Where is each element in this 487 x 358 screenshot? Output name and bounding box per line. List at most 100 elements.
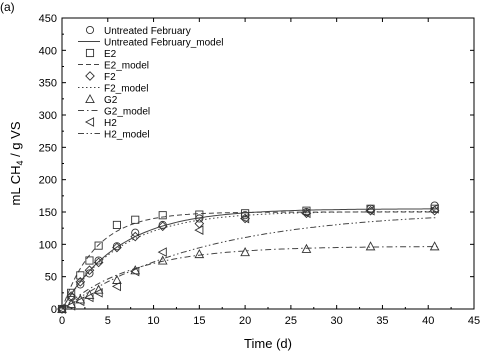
data-point (240, 213, 250, 224)
data-point (93, 287, 103, 298)
data-point (240, 247, 250, 257)
legend-marker (85, 48, 95, 58)
y-tick-label: 50 (45, 272, 57, 284)
legend-entry: E2 (85, 48, 117, 60)
x-tick-label: 30 (331, 315, 343, 327)
x-tick-label: 45 (468, 315, 480, 327)
panel-label: (a) (0, 0, 15, 14)
data-point (84, 289, 95, 299)
legend-label: H2 (104, 118, 117, 129)
y-tick-label: 150 (39, 207, 57, 219)
data-point (111, 281, 121, 292)
y-tick-label: 0 (51, 304, 57, 316)
data-point (301, 208, 311, 219)
legend-label: F2_model (104, 84, 148, 95)
legend-marker (85, 25, 95, 35)
legend-label: G2_model (104, 107, 150, 118)
legend-label: Untreated February_model (104, 38, 224, 49)
data-point (429, 203, 439, 214)
x-tick-label: 20 (239, 315, 251, 327)
model-curve (61, 211, 438, 310)
data-point (301, 208, 312, 219)
legend-entry: H2 (84, 117, 117, 129)
legend-marker (84, 117, 95, 127)
legend-entry: G2 (85, 93, 118, 106)
data-point (93, 257, 104, 268)
data-point (85, 269, 94, 278)
model-curve (61, 246, 438, 310)
x-tick-label: 35 (376, 315, 388, 327)
data-point (194, 248, 205, 259)
data-point (112, 242, 122, 253)
data-point (112, 274, 122, 284)
legend-marker (85, 71, 95, 81)
data-point (301, 243, 312, 253)
data-point (365, 241, 376, 251)
y-tick-label: 400 (39, 45, 57, 57)
y-tick-label: 250 (39, 142, 57, 154)
y-axis-label: mL CH4 / g VS (8, 121, 25, 205)
plot-area (56, 201, 440, 314)
legend-label: E2_model (104, 61, 149, 72)
data-point (429, 241, 440, 251)
data-point (67, 293, 76, 302)
data-point (84, 265, 95, 276)
x-tick-label: 5 (105, 315, 111, 327)
data-point (84, 292, 94, 303)
model-curve (61, 211, 438, 310)
data-point (365, 205, 376, 216)
data-point (131, 215, 140, 224)
data-point (365, 205, 375, 216)
axes: 0 5 10 15 20 25 30 35 40 450501001502002503003504… (39, 13, 480, 327)
legend-entry: Untreated February (85, 25, 191, 37)
data-point (158, 211, 167, 220)
data-point (75, 296, 85, 307)
x-tick-label: 0 (59, 315, 65, 327)
legend-label: F2 (104, 72, 116, 83)
data-point (67, 288, 76, 297)
data-point (157, 255, 168, 265)
legend-label: Untreated February (104, 26, 191, 37)
data-point (76, 280, 85, 289)
data-point (157, 247, 167, 257)
data-point (75, 294, 86, 304)
data-point (194, 225, 204, 235)
data-point (130, 266, 140, 277)
data-point (130, 231, 141, 242)
series-g2 (57, 241, 440, 314)
data-point (240, 213, 250, 224)
data-point (66, 300, 76, 311)
y-axis-label-tail: / g VS (8, 121, 23, 160)
y-tick-label: 100 (39, 239, 57, 251)
data-point (241, 209, 250, 218)
data-point (56, 304, 67, 314)
y-axis-label-main: mL CH (8, 166, 23, 206)
x-tick-label: 15 (193, 315, 205, 327)
y-tick-label: 450 (39, 13, 57, 25)
x-tick-label: 10 (147, 315, 159, 327)
legend-label: H2_model (104, 130, 150, 141)
x-axis-label: Time (d) (244, 336, 292, 351)
y-axis-label-subscript: 4 (15, 161, 25, 166)
model-curve (61, 217, 438, 310)
legend-label: G2 (104, 95, 118, 106)
legend-entry-model: H2_model (78, 130, 150, 141)
data-point (195, 210, 204, 219)
y-tick-label: 350 (39, 78, 57, 90)
data-point (57, 303, 67, 314)
data-point (75, 277, 86, 287)
legend-entry-model: F2_model (78, 84, 148, 95)
series-f2 (57, 205, 440, 314)
legend-marker (85, 93, 95, 104)
data-point (131, 228, 140, 237)
legend-entry-model: E2_model (78, 61, 149, 72)
data-point (157, 221, 168, 232)
y-tick-label: 300 (39, 110, 57, 122)
y-tick-label: 200 (39, 175, 57, 187)
data-point (85, 256, 94, 265)
x-tick-label: 25 (285, 315, 297, 327)
legend-entry-model: Untreated February_model (78, 38, 224, 49)
data-point (112, 242, 121, 251)
